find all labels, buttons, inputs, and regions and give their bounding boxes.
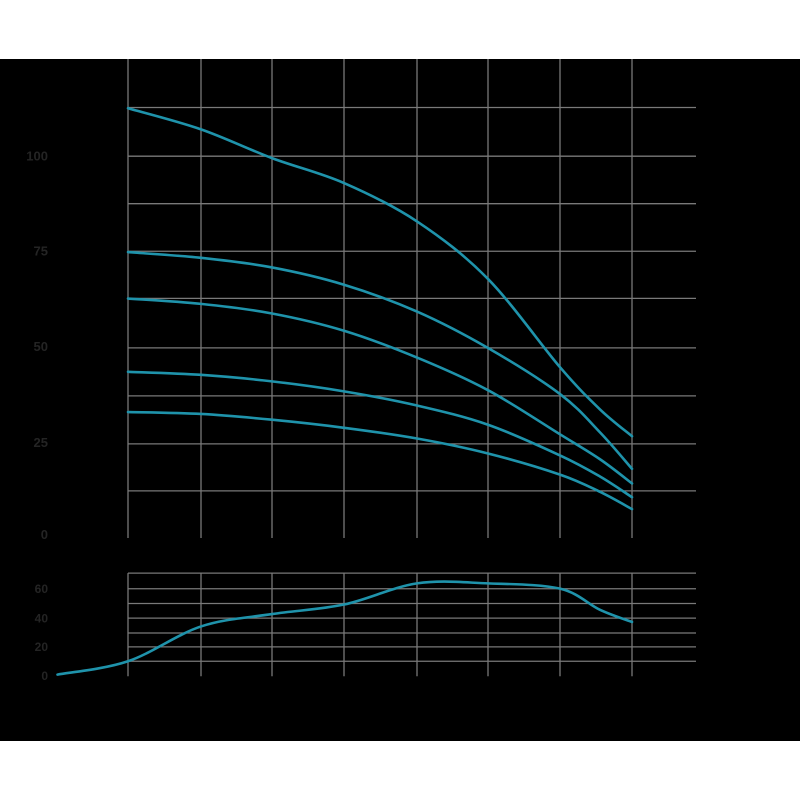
svg-text:40: 40 [35,611,49,625]
svg-text:60: 60 [35,582,49,596]
svg-text:75: 75 [34,244,48,259]
svg-text:50: 50 [34,339,48,354]
svg-text:0: 0 [41,669,48,683]
svg-text:25: 25 [34,435,48,450]
svg-text:20: 20 [35,640,49,654]
svg-text:100: 100 [26,149,48,164]
svg-text:0: 0 [41,527,48,542]
